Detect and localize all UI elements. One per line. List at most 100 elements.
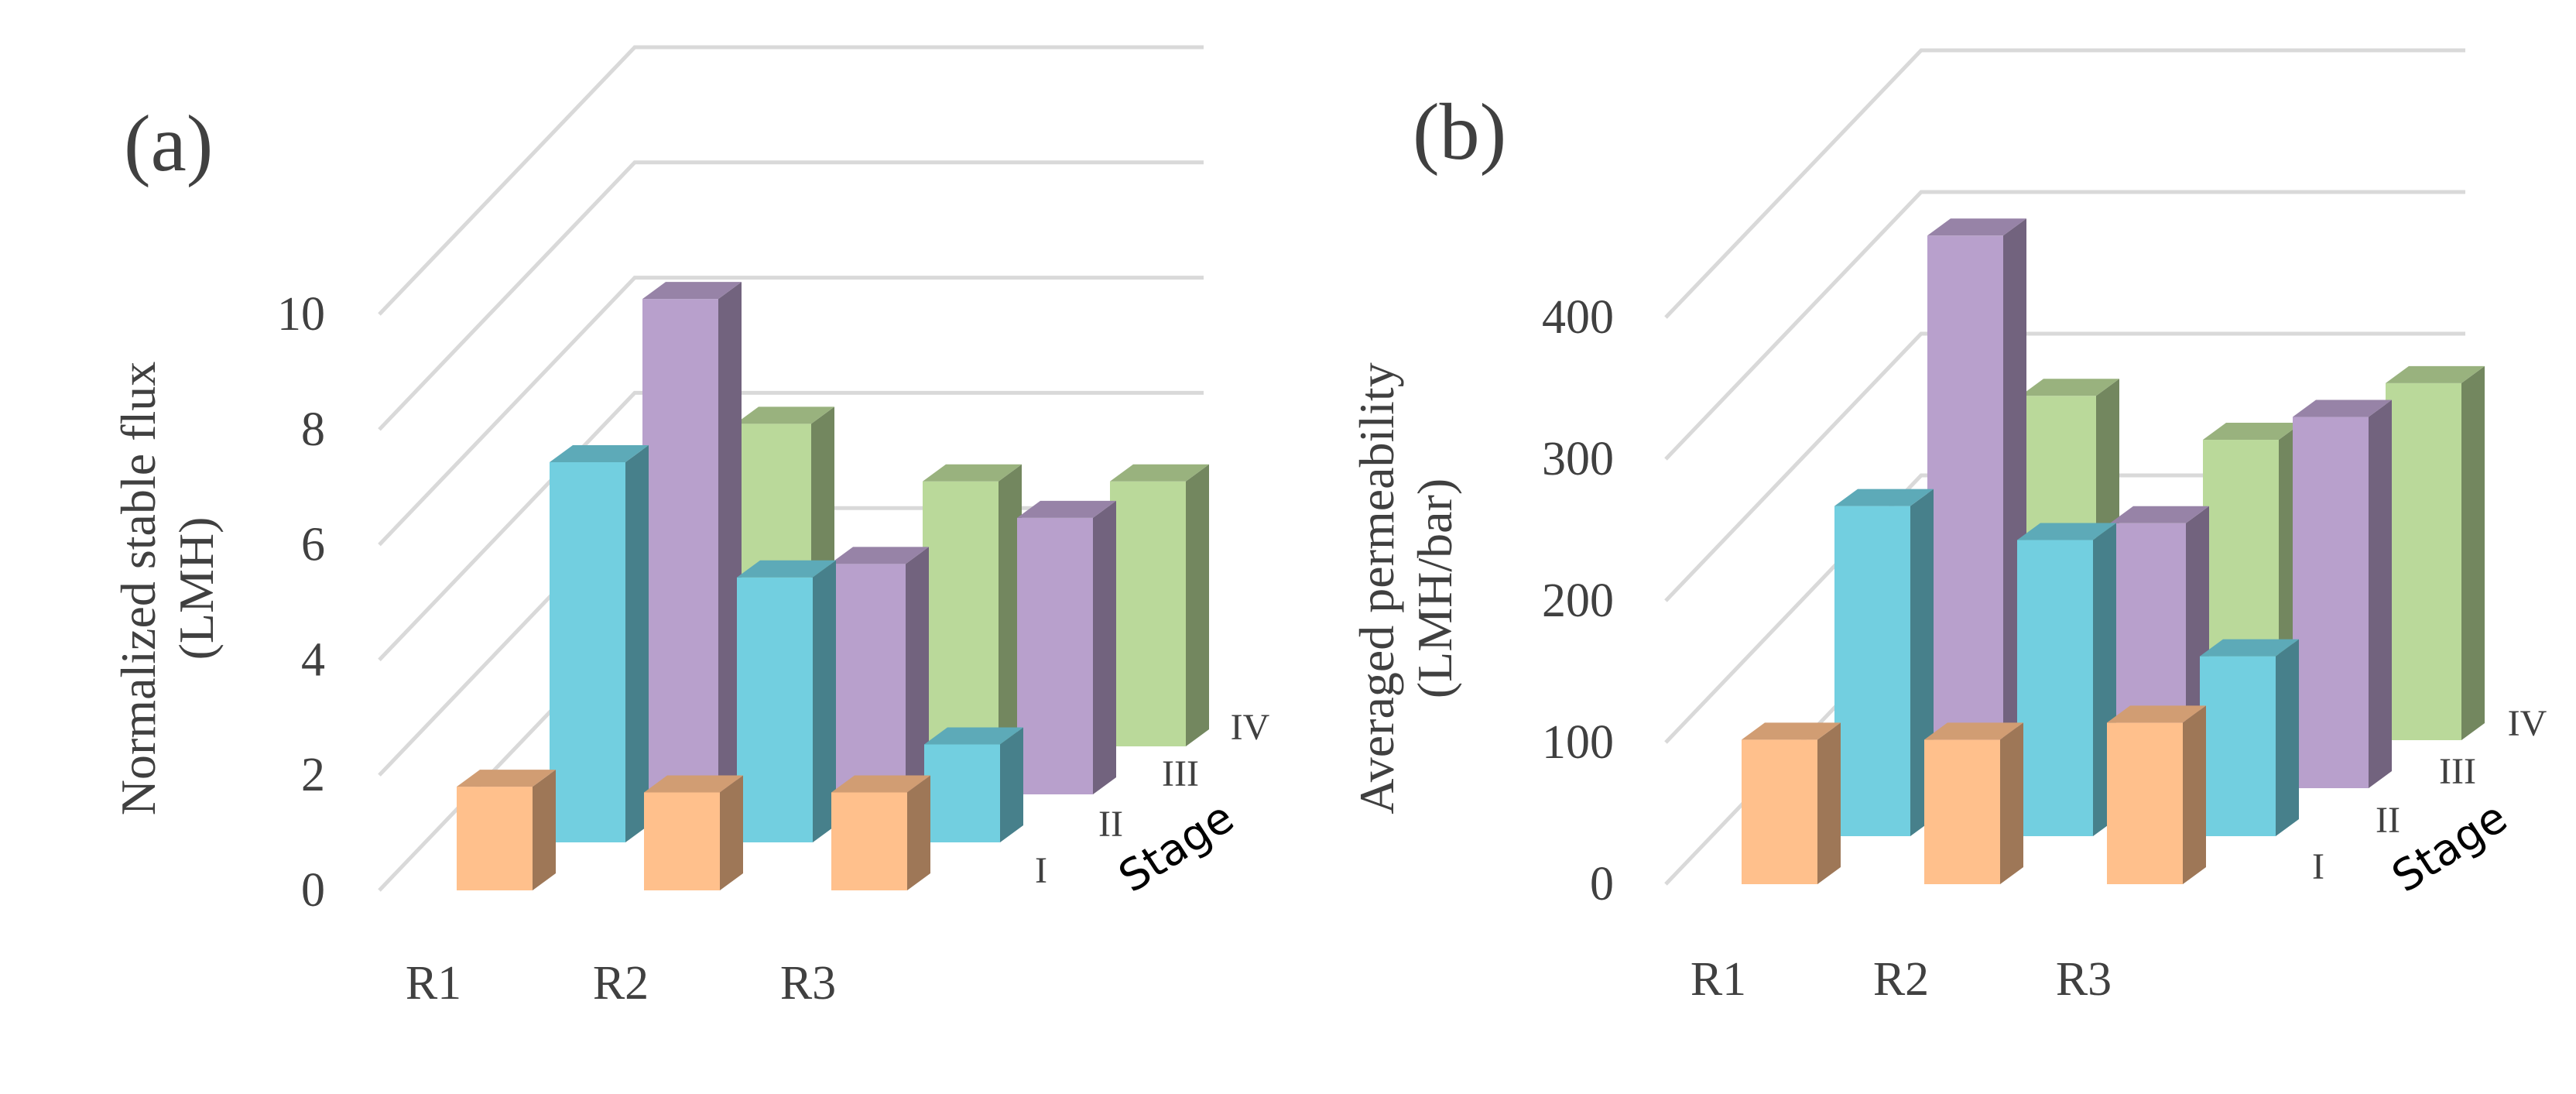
bar-top [457,770,556,787]
bar-R1-stage-II [550,444,649,842]
bar-R1-stage-III [642,282,742,794]
bar-side [907,775,930,890]
stage-tick-label: II [2376,800,2400,841]
bar-front [2107,722,2183,884]
bar-side [813,560,836,842]
stage-tick-label: III [2439,751,2476,792]
y-tick-label: 400 [1542,291,1614,344]
bar-top [642,282,742,300]
bar-front [457,787,533,890]
bar-side [2276,639,2299,836]
bar-side [999,464,1022,746]
bar-R1-stage-I [457,770,556,890]
bar-front [644,792,720,890]
y-axis-unit: (LMH) [169,517,224,660]
chart-panel-2: 0 100 200 300 400 (b) Averaged permeability (LM… [1349,48,2547,1006]
category-label: R1 [1690,953,1746,1006]
bar-side [906,547,929,794]
panel-label: (b) [1413,87,1506,177]
chart-panel-1: 0 2 4 6 8 10 (a) Normalized stable flux (LMH) R1 R… [111,45,1270,1010]
bar-R2-stage-III [830,547,929,794]
bar-front [923,481,999,746]
bar-top [1834,489,1934,506]
bar-front [1110,481,1186,746]
y-tick-label: 200 [1542,574,1614,627]
y-tick-label: 0 [301,864,325,917]
bar-front [924,744,1000,842]
category-label: R2 [1873,953,1929,1006]
bar-front [830,564,906,794]
bar-R3-stage-I [831,775,930,890]
bar-R1-stage-II [1834,489,1934,836]
bar-top [2110,506,2209,523]
bar-side [625,444,649,842]
bar-top [737,560,836,578]
bar-side [718,282,742,794]
category-label: R3 [2056,953,2112,1006]
bar-R3-stage-III [1017,500,1116,794]
stage-tick-label: I [1035,850,1047,891]
stage-tick-label: IV [1231,707,1270,748]
bar-top [1742,722,1841,740]
bar-side [1817,722,1841,884]
bar-R1-stage-I [1742,722,1841,884]
bar-top [1924,722,2023,740]
y-axis-unit: (LMH/bar) [1407,478,1462,698]
bar-side [1093,500,1116,794]
bar-front [1742,739,1817,884]
panel-label: (a) [124,99,213,188]
bar-R3-stage-III [2293,400,2392,788]
bar-side [2000,722,2023,884]
bar-top [1017,500,1116,518]
bar-top [831,775,930,793]
depth-axis-title: Stage [2383,792,2516,903]
stage-tick-label: IV [2508,703,2547,744]
y-tick-label: 6 [301,519,325,571]
y-tick-label: 2 [301,749,325,801]
bar-front [1927,235,2003,788]
bar-front [2017,540,2093,836]
bar-front [2386,382,2461,740]
bar-front [1017,517,1093,794]
bar-top [550,444,649,462]
bar-front [737,577,813,842]
bar-top [923,464,1022,482]
bar-R2-stage-I [1924,722,2023,884]
bar-top [644,775,743,793]
y-tick-label: 10 [277,288,325,341]
bar-side [2369,400,2392,788]
bar-side [1186,464,1209,746]
bar-top [1110,464,1209,482]
y-tick-label: 0 [1590,858,1614,911]
depth-axis-title: Stage [1110,792,1242,903]
bar-R3-stage-I [2107,705,2206,884]
bar-side [1000,727,1023,842]
gridline [1664,48,2465,319]
bar-R1-stage-III [1927,218,2026,788]
bar-front [550,461,625,842]
bar-R3-stage-II [2200,639,2299,836]
bar-R2-stage-I [644,775,743,890]
gridline [378,390,1204,662]
gridline [1664,331,2465,602]
bar-front [1924,739,2000,884]
stage-tick-label: I [2312,846,2324,887]
bar-R2-stage-II [2017,523,2116,836]
y-axis-title: Normalized stable flux [111,362,166,815]
gridline [378,276,1204,547]
bar-top [2020,379,2119,396]
bar-R2-stage-IV [923,464,1022,746]
bar-front [2293,417,2369,788]
gridline [378,160,1204,431]
bar-R3-stage-IV [2386,365,2485,740]
bar-front [1834,506,1910,836]
bar-top [2293,400,2392,417]
category-label: R3 [780,957,836,1010]
y-tick-label: 300 [1542,433,1614,485]
stage-tick-label: III [1162,753,1199,794]
bar-top [2203,423,2302,441]
bar-top [2017,523,2116,540]
gridline [1664,190,2465,461]
